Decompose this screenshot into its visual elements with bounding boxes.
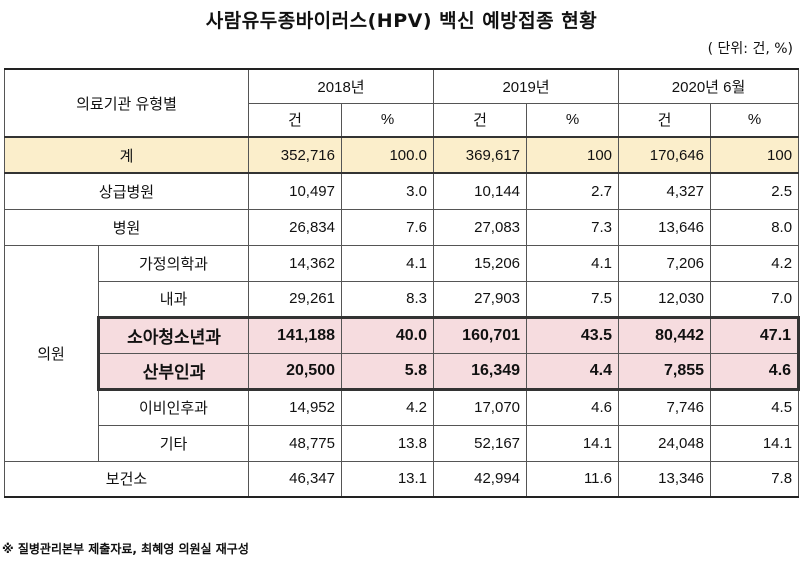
cell: 4.1 [340,244,435,282]
pct-header: % [710,102,800,138]
clinic-group-label: 의원 [4,244,99,462]
cell: 4,327 [618,172,712,210]
table-row-total: 계 352,716 100.0 369,617 100 170,646 100 [4,136,800,174]
table-row-other: 기타 48,775 13.8 52,167 14.1 24,048 14.1 [5,424,800,462]
cell: 20,500 [248,352,342,391]
cell: 17,070 [433,388,528,426]
cell: 10,497 [248,172,342,210]
table-row-pediatrics: 소아청소년과 141,188 40.0 160,701 43.5 80,442 … [5,315,801,354]
table-row-health-center: 보건소 46,347 13.1 42,994 11.6 13,346 7.8 [4,460,800,498]
cell: 100 [710,136,800,174]
cell: 5.8 [340,352,435,391]
cell: 100 [526,136,620,174]
year-header-2019: 2019년 [433,68,620,104]
count-header: 건 [248,102,342,138]
year-header-2020: 2020년 6월 [618,68,800,104]
cell: 7.6 [340,208,435,246]
pct-header: % [526,102,620,138]
cell: 14,952 [248,388,342,426]
cell: 170,646 [618,136,712,174]
cell: 13.8 [340,424,435,462]
row-label: 상급병원 [4,172,249,210]
cell: 2.5 [710,172,800,210]
table-row-ent: 이비인후과 14,952 4.2 17,070 4.6 7,746 4.5 [5,388,800,426]
cell: 80,442 [618,315,712,354]
cell: 48,775 [248,424,342,462]
cell: 7.3 [526,208,620,246]
cell: 369,617 [433,136,528,174]
cell: 7,746 [618,388,712,426]
cell: 160,701 [433,315,528,354]
count-header: 건 [618,102,712,138]
table-row-byeongwon: 병원 26,834 7.6 27,083 7.3 13,646 8.0 [4,208,800,246]
table-row-family: 의원 가정의학과 14,362 4.1 15,206 4.1 7,206 4.2 [4,244,800,462]
cell: 4.2 [710,244,800,282]
cell: 8.0 [710,208,800,246]
cell: 47.1 [710,315,801,354]
row-label: 기타 [98,424,249,462]
vaccination-table: 의료기관 유형별 2018년 2019년 2020년 6월 건 % 건 % 건 … [4,68,801,498]
cell: 14.1 [526,424,620,462]
cell: 4.6 [526,388,620,426]
cell: 7.8 [710,460,800,498]
cell: 15,206 [433,244,528,282]
row-label: 내과 [98,280,249,318]
row-label: 소아청소년과 [97,315,249,354]
cell: 13,346 [618,460,712,498]
cell: 7,206 [618,244,712,282]
cell: 27,083 [433,208,528,246]
cell: 29,261 [248,280,342,318]
cell: 24,048 [618,424,712,462]
cell: 141,188 [248,315,342,354]
cell: 8.3 [340,280,435,318]
row-label: 가정의학과 [98,244,249,282]
table-row-internal: 내과 29,261 8.3 27,903 7.5 12,030 7.0 [5,280,800,318]
cell: 40.0 [340,315,435,354]
cell: 100.0 [340,136,435,174]
row-header-label: 의료기관 유형별 [4,68,249,138]
row-label: 이비인후과 [98,388,249,426]
cell: 12,030 [618,280,712,318]
cell: 46,347 [248,460,342,498]
row-label: 산부인과 [97,352,249,391]
cell: 52,167 [433,424,528,462]
year-header-2018: 2018년 [247,68,435,104]
cell: 7.5 [526,280,620,318]
cell: 14,362 [248,244,342,282]
cell: 27,903 [433,280,528,318]
cell: 4.1 [526,244,620,282]
cell: 11.6 [526,460,620,498]
cell: 2.7 [526,172,620,210]
row-label: 보건소 [4,460,249,498]
pct-header: % [340,102,435,138]
cell: 4.4 [526,352,620,391]
cell: 4.6 [710,352,801,391]
cell: 26,834 [248,208,342,246]
cell: 43.5 [526,315,620,354]
cell: 7.0 [710,280,800,318]
table-row-sangeup: 상급병원 10,497 3.0 10,144 2.7 4,327 2.5 [4,172,800,210]
count-header: 건 [433,102,528,138]
cell: 14.1 [710,424,800,462]
cell: 13,646 [618,208,712,246]
cell: 4.5 [710,388,800,426]
cell: 352,716 [248,136,342,174]
table-row-obgyn: 산부인과 20,500 5.8 16,349 4.4 7,855 4.6 [5,352,801,391]
cell: 7,855 [618,352,712,391]
unit-note: ( 단위: 건, %) [707,41,793,57]
cell: 10,144 [433,172,528,210]
cell: 13.1 [340,460,435,498]
cell: 16,349 [433,352,528,391]
row-label: 계 [4,136,249,174]
page-title: 사람유두종바이러스(HPV) 백신 예방접종 현황 [205,10,598,32]
source-footnote: ※ 질병관리본부 제출자료, 최혜영 의원실 재구성 [2,542,249,556]
cell: 42,994 [433,460,528,498]
cell: 3.0 [340,172,435,210]
row-label: 병원 [4,208,249,246]
cell: 4.2 [340,388,435,426]
